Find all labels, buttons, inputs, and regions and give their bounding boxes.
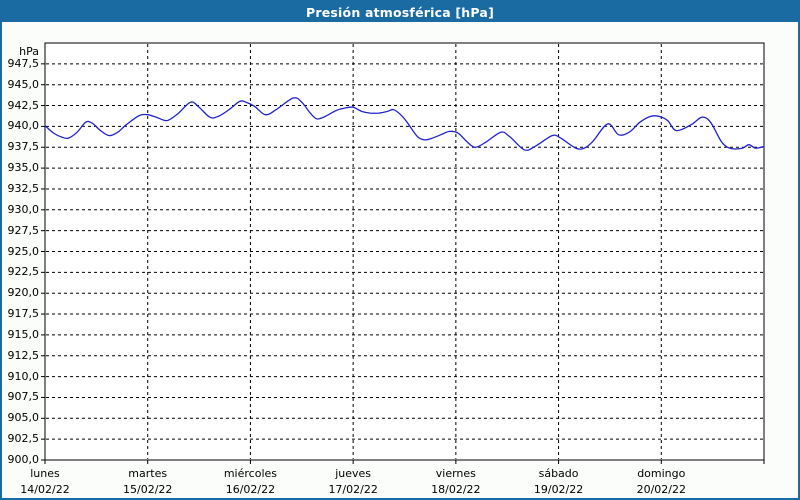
y-tick-label: 902,5 bbox=[7, 432, 40, 446]
y-tick-label: 922,5 bbox=[7, 265, 40, 279]
y-tick-label: 912,5 bbox=[7, 348, 40, 362]
x-date-label: 15/02/22 bbox=[123, 483, 173, 496]
y-tick-label: 930,0 bbox=[7, 202, 40, 216]
y-tick-label: 945,0 bbox=[7, 77, 40, 91]
y-tick-label: 932,5 bbox=[7, 181, 40, 195]
x-day-label: sábado bbox=[538, 467, 579, 480]
pressure-line bbox=[44, 97, 765, 151]
x-day-label: lunes bbox=[30, 467, 60, 480]
x-day-label: viernes bbox=[435, 467, 476, 480]
x-date-label: 20/02/22 bbox=[636, 483, 686, 496]
y-tick-label: 920,0 bbox=[7, 286, 40, 300]
y-tick-label: 937,5 bbox=[7, 140, 40, 154]
x-day-label: domingo bbox=[637, 467, 686, 480]
y-tick-label: 942,5 bbox=[7, 98, 40, 112]
y-tick-label: 900,0 bbox=[7, 453, 40, 466]
x-day-label: martes bbox=[128, 467, 168, 480]
x-date-label: 17/02/22 bbox=[328, 483, 378, 496]
y-tick-label: 935,0 bbox=[7, 161, 40, 175]
y-tick-label: 905,0 bbox=[7, 411, 40, 425]
y-tick-label: 927,5 bbox=[7, 223, 40, 237]
y-tick-label: 947,5 bbox=[7, 56, 40, 70]
y-tick-label: 907,5 bbox=[7, 390, 40, 404]
x-date-label: 19/02/22 bbox=[533, 483, 584, 496]
window-title: Presión atmosférica [hPa] bbox=[306, 4, 494, 20]
plot-area bbox=[44, 42, 765, 461]
title-bar: Presión atmosférica [hPa] bbox=[2, 2, 798, 22]
x-date-label: 16/02/22 bbox=[225, 483, 276, 496]
y-tick-label: 915,0 bbox=[7, 327, 40, 341]
x-date-label: 18/02/22 bbox=[431, 483, 481, 496]
y-tick-label: 910,0 bbox=[7, 369, 40, 383]
y-tick-label: 925,0 bbox=[7, 244, 40, 258]
x-day-label: jueves bbox=[335, 467, 372, 480]
x-day-label: miércoles bbox=[223, 467, 277, 480]
y-tick-label: 940,0 bbox=[7, 119, 40, 133]
y-tick-label: 917,5 bbox=[7, 307, 40, 321]
y-axis-unit-label: hPa bbox=[19, 45, 39, 58]
x-date-label: 14/02/22 bbox=[20, 483, 70, 496]
